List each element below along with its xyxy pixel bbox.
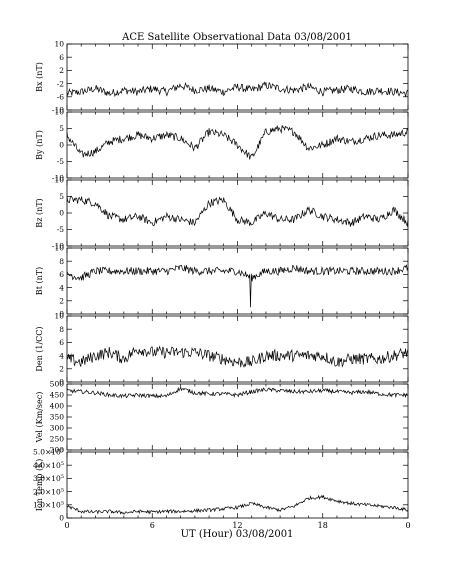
y-tick-exponent: 5 bbox=[61, 487, 64, 493]
y-tick-label: 10 bbox=[54, 176, 64, 185]
series-line bbox=[67, 125, 408, 159]
y-tick-label: 450 bbox=[50, 391, 65, 400]
y-axis-label: Bt (nT) bbox=[35, 267, 44, 295]
x-axis-label: UT (Hour) 03/08/2001 bbox=[181, 529, 294, 540]
y-tick-label: 6 bbox=[59, 53, 64, 62]
y-tick-label: 500 bbox=[50, 380, 65, 389]
figure-title: ACE Satellite Observational Data 03/08/2… bbox=[121, 32, 352, 43]
y-axis-label: Ion Temp (K) bbox=[35, 459, 44, 512]
y-tick-label: 350 bbox=[50, 413, 65, 422]
y-tick-label: 8 bbox=[59, 325, 64, 334]
y-tick-label: 0 bbox=[59, 209, 64, 218]
y-axis-label: Vel (Km/sec) bbox=[35, 392, 44, 444]
y-tick-label: 10 bbox=[54, 40, 64, 49]
y-tick-label: 4 bbox=[59, 351, 64, 360]
y-tick-label: 6 bbox=[59, 270, 64, 279]
y-tick-exponent: 5 bbox=[61, 461, 64, 467]
y-tick-label: 10 bbox=[54, 108, 64, 117]
y-tick-label: 8 bbox=[59, 257, 64, 266]
y-tick-label: 10 bbox=[54, 312, 64, 321]
y-tick-label: 2 bbox=[59, 66, 64, 75]
y-tick-label: 6 bbox=[59, 338, 64, 347]
y-tick-label: 0 bbox=[59, 141, 64, 150]
y-tick-exponent: 5 bbox=[61, 474, 64, 480]
y-axis-label: Den (1/CC) bbox=[35, 326, 44, 371]
series-line bbox=[67, 82, 408, 97]
series-line bbox=[67, 265, 408, 308]
y-axis-label: By (nT) bbox=[35, 130, 44, 160]
panel-frame bbox=[67, 316, 408, 382]
y-tick-label: 10 bbox=[54, 244, 64, 253]
x-tick-label: 0 bbox=[64, 521, 69, 530]
y-tick-label: -5 bbox=[57, 157, 65, 166]
y-tick-label: 4 bbox=[59, 283, 64, 292]
y-tick-label: 5 bbox=[59, 124, 64, 133]
y-axis-label: Bx (nT) bbox=[35, 62, 44, 92]
panel-7: 01.0×1052.0×1053.0×1054.0×1055.0×105Ion … bbox=[33, 448, 411, 530]
panel-frame bbox=[67, 248, 408, 314]
panel-frame bbox=[67, 44, 408, 110]
y-tick-label: 400 bbox=[50, 402, 65, 411]
panel-frame bbox=[67, 384, 408, 450]
y-axis-label: Bz (nT) bbox=[35, 198, 44, 227]
y-tick-exponent: 5 bbox=[61, 448, 64, 454]
series-line bbox=[67, 196, 408, 226]
y-tick-label: -2 bbox=[57, 79, 65, 88]
series-line bbox=[67, 347, 408, 368]
series-line bbox=[67, 495, 408, 514]
x-tick-label: 0 bbox=[405, 521, 410, 530]
y-tick-exponent: 5 bbox=[61, 501, 64, 507]
x-tick-label: 18 bbox=[318, 521, 328, 530]
y-tick-label: 2 bbox=[59, 365, 64, 374]
y-tick-label: -5 bbox=[57, 225, 65, 234]
x-tick-label: 6 bbox=[150, 521, 155, 530]
y-tick-label: 5.0×105 bbox=[33, 448, 64, 457]
y-tick-label: 5 bbox=[59, 192, 64, 201]
y-tick-label: -6 bbox=[57, 93, 65, 102]
y-tick-label: 250 bbox=[50, 435, 65, 444]
y-tick-label: 300 bbox=[50, 424, 65, 433]
panel-frame bbox=[67, 180, 408, 246]
y-tick-label: 2 bbox=[59, 297, 64, 306]
